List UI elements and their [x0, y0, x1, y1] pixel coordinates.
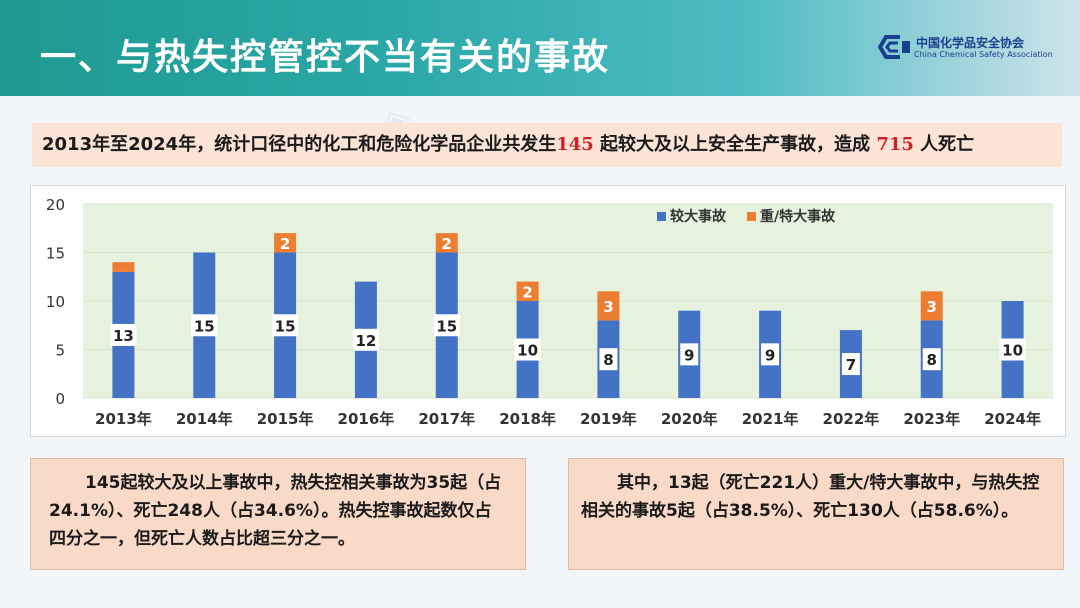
x-tick-label: 2014年	[176, 410, 233, 428]
x-tick-label: 2020年	[661, 410, 718, 428]
data-label-bg	[110, 323, 137, 346]
legend-swatch	[657, 212, 666, 221]
bar-serious	[274, 233, 297, 253]
legend-label: 较大事故	[670, 208, 727, 225]
data-label-major: 9	[765, 346, 775, 364]
data-label-major: 12	[355, 332, 376, 350]
data-label-bg	[352, 328, 379, 351]
data-label-serious: 3	[927, 298, 937, 316]
x-tick-label: 2018年	[499, 410, 556, 428]
bar-serious	[920, 291, 943, 321]
x-tick-label: 2017年	[418, 410, 475, 428]
left-note-text: 145起较大及以上事故中，热失控相关事故为35起（占24.1%）、死亡248人（…	[49, 473, 502, 549]
page-title: 一、与热失控管控不当有关的事故	[40, 37, 611, 78]
bar-serious	[516, 281, 539, 301]
x-tick-label: 2013年	[95, 410, 152, 428]
bar-serious	[435, 233, 458, 253]
x-tick-label: 2019年	[580, 410, 637, 428]
data-label-serious: 2	[522, 283, 532, 301]
data-label-major: 15	[194, 317, 215, 335]
data-label-bg	[191, 314, 218, 337]
left-note-box: 145起较大及以上事故中，热失控相关事故为35起（占24.1%）、死亡248人（…	[30, 458, 526, 570]
data-label-bg	[680, 343, 699, 366]
bar-serious	[597, 291, 620, 321]
logo-cn-text: 中国化学品安全协会	[916, 36, 1025, 50]
data-label-bg	[599, 348, 618, 371]
y-tick-label: 5	[55, 342, 65, 360]
data-label-bg	[999, 338, 1026, 361]
data-label-bg	[922, 348, 941, 371]
chart-frame: 0 5 10 15 20 13 2013年 15 2014年 2 15 2015年 12 2016年 2 15…	[30, 185, 1066, 437]
data-label-serious: 2	[442, 235, 452, 253]
data-label-major: 10	[1002, 342, 1023, 360]
summary-text-2: 起较大及以上安全生产事故，造成	[593, 134, 877, 155]
right-note-box: 其中，13起（死亡221人）重大/特大事故中，与热失控相关的事故5起（占38.5…	[568, 458, 1064, 570]
right-note-text: 其中，13起（死亡221人）重大/特大事故中，与热失控相关的事故5起（占38.5…	[581, 473, 1040, 521]
accident-bar-chart: 0 5 10 15 20 13 2013年 15 2014年 2 15 2015年 12 2016年 2 15…	[46, 196, 1053, 428]
association-logo-icon	[878, 35, 910, 59]
x-tick-label: 2023年	[903, 410, 960, 428]
summary-accident-count: 145	[556, 134, 594, 155]
data-label-major: 8	[603, 351, 613, 369]
data-label-major: 9	[684, 346, 694, 364]
header-banner: 一、与热失控管控不当有关的事故 中国化学品安全协会 China Chemical…	[0, 0, 1080, 96]
x-tick-label: 2022年	[823, 410, 880, 428]
data-label-major: 8	[927, 351, 937, 369]
data-label-major: 7	[846, 356, 856, 374]
y-tick-label: 10	[46, 293, 65, 311]
y-tick-label: 20	[46, 196, 65, 214]
data-label-bg	[761, 343, 780, 366]
data-label-serious: 3	[603, 298, 613, 316]
summary-text-1: 2013年至2024年，统计口径中的化工和危险化学品企业共发生	[42, 134, 557, 155]
data-label-major: 10	[517, 342, 538, 360]
x-tick-label: 2024年	[984, 410, 1041, 428]
summary-text-3: 人死亡	[913, 134, 975, 155]
association-logo: 中国化学品安全协会 China Chemical Safety Associat…	[878, 33, 1068, 63]
x-tick-label: 2015年	[257, 410, 314, 428]
bar-serious	[112, 262, 135, 272]
data-label-major: 13	[113, 327, 134, 345]
summary-banner: 2013年至2024年，统计口径中的化工和危险化学品企业共发生145 起较大及以…	[32, 123, 1062, 167]
data-label-serious: 2	[280, 235, 290, 253]
data-label-bg	[272, 314, 299, 337]
x-tick-label: 2021年	[742, 410, 799, 428]
y-tick-label: 15	[46, 245, 65, 263]
data-label-bg	[514, 338, 541, 361]
logo-en-text: China Chemical Safety Association	[914, 50, 1053, 59]
legend-label: 重/特大事故	[760, 208, 836, 225]
data-label-bg	[841, 353, 860, 376]
data-label-bg	[433, 314, 460, 337]
legend-swatch	[747, 212, 756, 221]
data-label-major: 15	[436, 317, 457, 335]
y-tick-label: 0	[55, 390, 65, 408]
data-label-major: 15	[275, 317, 296, 335]
summary-death-count: 715	[876, 134, 914, 155]
x-tick-label: 2016年	[338, 410, 395, 428]
